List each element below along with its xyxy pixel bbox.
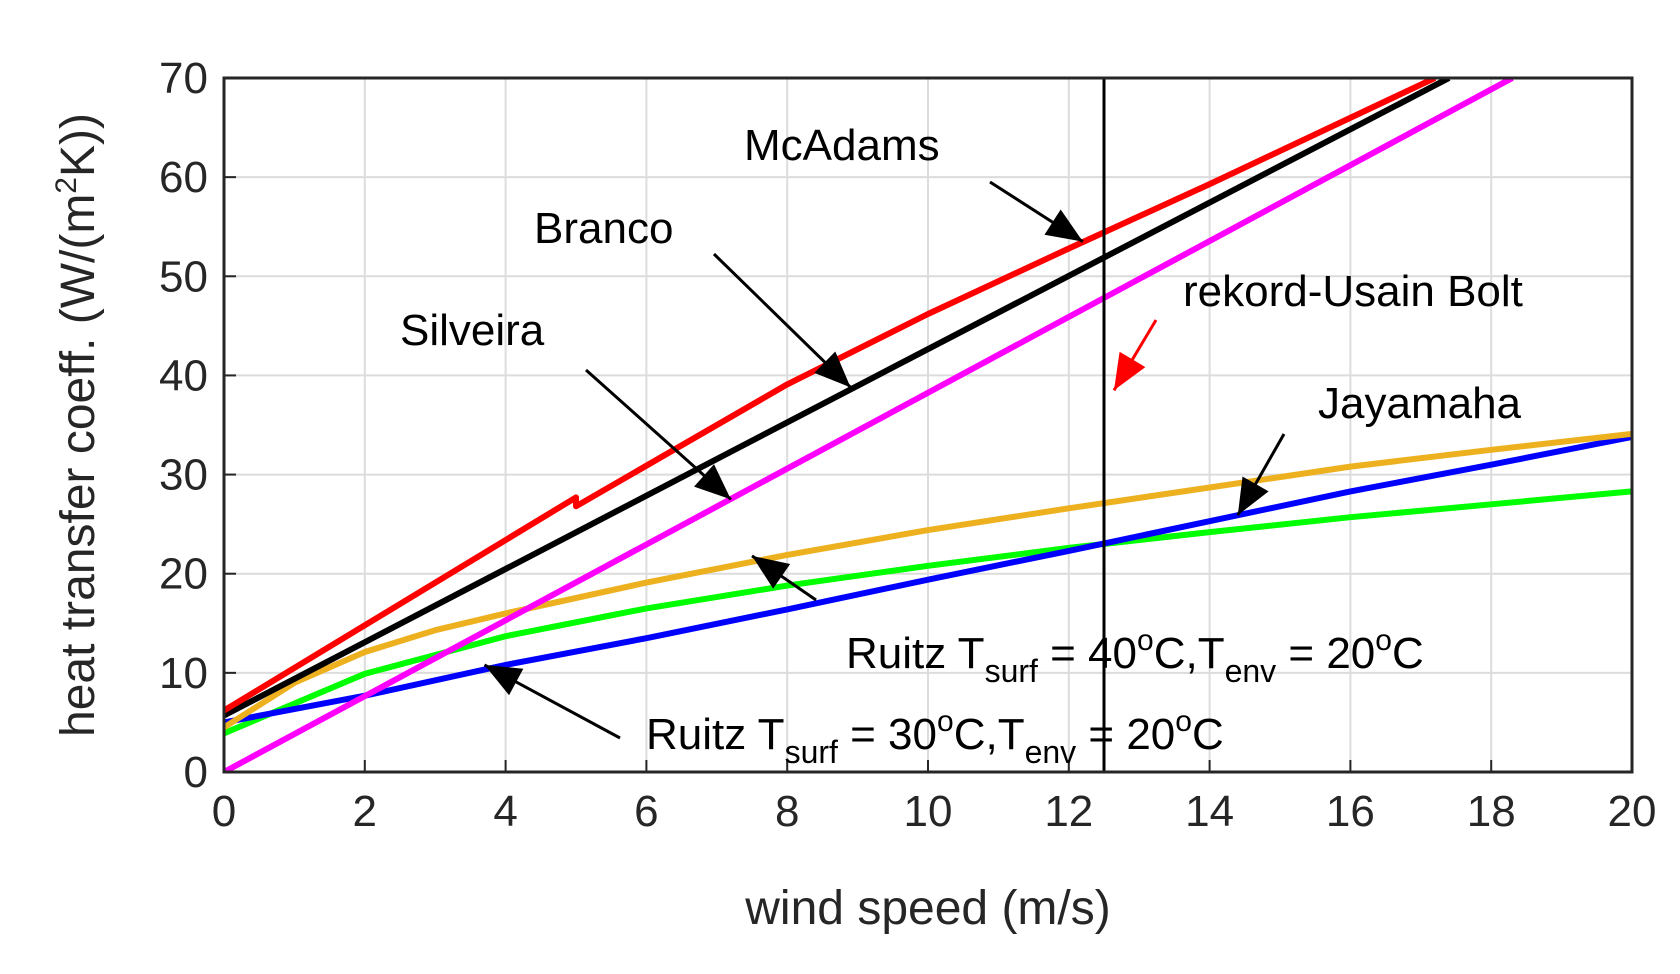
arrow-ruitz-30 (483, 663, 621, 740)
y-tick-30: 30 (159, 451, 208, 500)
arrow-branco (712, 252, 852, 389)
x-tick-8: 8 (775, 787, 799, 836)
x-tick-0: 0 (212, 787, 236, 836)
y-tick-labels: 0 10 20 30 40 50 60 70 (159, 54, 236, 797)
x-tick-2: 2 (353, 787, 377, 836)
x-tick-12: 12 (1044, 787, 1093, 836)
label-mcadams: McAdams (744, 121, 940, 170)
series-line-mcadams (224, 78, 1437, 714)
x-tick-18: 18 (1467, 787, 1516, 836)
label-ruitz-40: Ruitz Tsurf = 40oC,Tenv = 20oC (846, 624, 1424, 689)
arrow-usain-bolt (1112, 319, 1158, 392)
y-tick-10: 10 (159, 649, 208, 698)
arrow-mcadams (989, 180, 1084, 243)
y-tick-50: 50 (159, 252, 208, 301)
x-tick-4: 4 (493, 787, 517, 836)
label-usain-bolt: rekord-Usain Bolt (1183, 267, 1523, 316)
y-tick-0: 0 (184, 748, 208, 797)
label-jayamaha: Jayamaha (1318, 379, 1522, 428)
x-tick-14: 14 (1185, 787, 1234, 836)
annotation-arrows (483, 180, 1286, 740)
y-tick-70: 70 (159, 54, 208, 103)
y-tick-20: 20 (159, 550, 208, 599)
x-tick-10: 10 (904, 787, 953, 836)
series-line-ruitz-tsurf-40oc-tenv-20oc (224, 433, 1632, 726)
x-tick-6: 6 (634, 787, 658, 836)
arrow-jayamaha (1236, 433, 1286, 516)
y-tick-60: 60 (159, 153, 208, 202)
label-ruitz-30: Ruitz Tsurf = 30oC,Tenv = 20oC (646, 705, 1224, 770)
x-tick-16: 16 (1326, 787, 1375, 836)
series-line-branco (224, 78, 1451, 719)
x-axis-label: wind speed (m/s) (744, 882, 1110, 935)
y-tick-40: 40 (159, 351, 208, 400)
arrow-ruitz-40 (751, 554, 817, 602)
series-line-silveira (224, 78, 1514, 772)
y-axis-label: heat transfer coeff. (W/(m2K)) (50, 113, 105, 737)
series-line-jayamaha (224, 430, 1632, 730)
x-tick-labels: 0 2 4 6 8 10 12 14 16 18 20 (212, 760, 1657, 836)
x-tick-20: 20 (1608, 787, 1657, 836)
series-layer (224, 78, 1632, 772)
label-silveira: Silveira (400, 306, 545, 355)
label-branco: Branco (534, 204, 673, 253)
arrow-silveira (585, 368, 732, 501)
